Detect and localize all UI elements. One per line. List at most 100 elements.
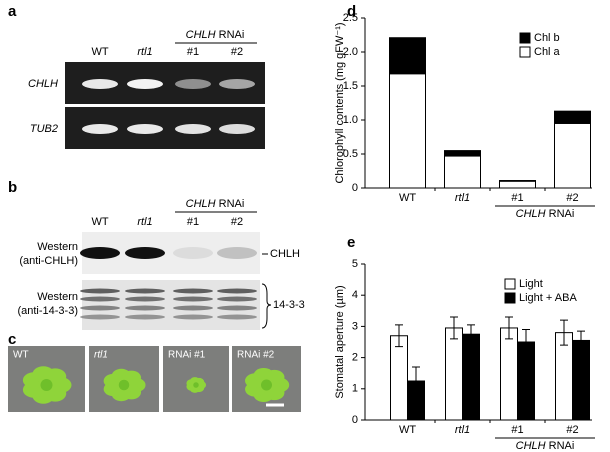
y-tick-label: 3 [352, 320, 358, 332]
bar-segment [389, 73, 426, 189]
legend-label: Light [519, 278, 543, 290]
panel-label: e [347, 234, 355, 251]
blot-right-label: 14-3-3 [273, 299, 305, 311]
lane-label: WT [91, 46, 108, 58]
bar-segment [444, 150, 481, 157]
x-tick-label: WT [399, 192, 416, 204]
blot-band [125, 288, 165, 294]
gene-name: CHLH [186, 29, 216, 41]
blot-band [173, 288, 213, 294]
legend-label: Light + ABA [519, 292, 577, 304]
blot-left-label: Western [37, 241, 78, 253]
bar [500, 327, 518, 421]
error-bar [395, 324, 403, 348]
y-tick-label: 0 [352, 182, 358, 194]
gel-band [175, 79, 211, 89]
blot-band [125, 296, 165, 302]
y-tick-label: 2 [352, 352, 358, 364]
error-bar [450, 316, 458, 340]
y-tick-label: 1.5 [343, 80, 358, 92]
x-tick-label: WT [399, 424, 416, 436]
gene-name: CHLH [516, 208, 546, 220]
blot-band [217, 288, 257, 294]
x-tick-label: #1 [511, 424, 523, 436]
x-tick-label: #1 [511, 192, 523, 204]
brace [261, 283, 272, 329]
error-bar [412, 366, 420, 396]
blot-left-label: (anti-CHLH) [19, 255, 78, 267]
y-axis-label: Stomatal aperture (µm) [334, 285, 346, 398]
rosette-center [40, 379, 53, 391]
panel-label: c [8, 331, 16, 348]
y-tick-label: 2.0 [343, 46, 358, 58]
blot-right-label: CHLH [270, 248, 300, 260]
y-tick-label: 1 [352, 383, 358, 395]
gel-band [82, 124, 118, 134]
error-bar [522, 329, 530, 355]
group-suffix: RNAi [549, 208, 575, 220]
group-suffix: RNAi [549, 440, 575, 452]
bar [555, 332, 573, 421]
error-bar [505, 316, 513, 340]
rosette-center [193, 382, 199, 388]
x-tick-label: rtl1 [455, 192, 470, 204]
row-label: TUB2 [30, 123, 58, 135]
group-label: CHLH RNAi [186, 29, 245, 41]
blot-left-label: (anti-14-3-3) [17, 305, 78, 317]
gel-band [82, 79, 118, 89]
y-tick-label: 1.0 [343, 114, 358, 126]
legend-swatch [504, 278, 516, 290]
blot-band [217, 296, 257, 302]
lane-label: rtl1 [137, 46, 152, 58]
gel-band [219, 124, 255, 134]
bar-segment [554, 122, 591, 189]
error-bar [577, 330, 585, 351]
panel-label: a [8, 3, 17, 20]
blot-band [80, 288, 120, 294]
blot [82, 280, 260, 330]
group-suffix: RNAi [219, 29, 245, 41]
gel-band [175, 124, 211, 134]
blot-band [125, 314, 165, 320]
rosette-center [261, 379, 272, 391]
legend-swatch [504, 292, 516, 304]
blot-band [217, 305, 257, 311]
x-tick-label: #2 [566, 424, 578, 436]
photo-label: RNAi #2 [237, 350, 275, 361]
group-suffix: RNAi [219, 198, 245, 210]
lane-label: #2 [231, 46, 243, 58]
panel-label: d [347, 3, 356, 20]
blot-band [80, 305, 120, 311]
group-label: CHLH RNAi [516, 440, 575, 452]
blot-band [173, 314, 213, 320]
x-tick-label: rtl1 [455, 424, 470, 436]
error-bar [467, 324, 475, 345]
gel-band [127, 124, 163, 134]
blot-band [80, 296, 120, 302]
blot-band [173, 247, 213, 259]
y-axis-label: Chlorophyll contents (mg gFW⁻¹) [334, 22, 346, 183]
bar [572, 339, 590, 421]
lane-label: #1 [187, 46, 199, 58]
blot-band [125, 305, 165, 311]
legend-swatch [519, 46, 531, 58]
gel-band [127, 79, 163, 89]
blot-left-label: Western [37, 291, 78, 303]
bar-segment [499, 180, 536, 189]
gene-name: CHLH [516, 440, 546, 452]
panel-label: b [8, 179, 17, 196]
error-bar [560, 319, 568, 346]
legend-swatch [519, 32, 531, 44]
blot-band [125, 247, 165, 259]
y-tick-label: 0.5 [343, 148, 358, 160]
y-tick-label: 5 [352, 258, 358, 270]
row-label: CHLH [28, 78, 58, 90]
bar [462, 333, 480, 421]
y-tick-label: 2.5 [343, 12, 358, 24]
photo-label: WT [13, 350, 29, 361]
blot-band [217, 314, 257, 320]
lane-label: rtl1 [137, 216, 152, 228]
legend-label: Chl b [534, 32, 560, 44]
group-label: CHLH RNAi [516, 208, 575, 220]
blot-band [173, 296, 213, 302]
